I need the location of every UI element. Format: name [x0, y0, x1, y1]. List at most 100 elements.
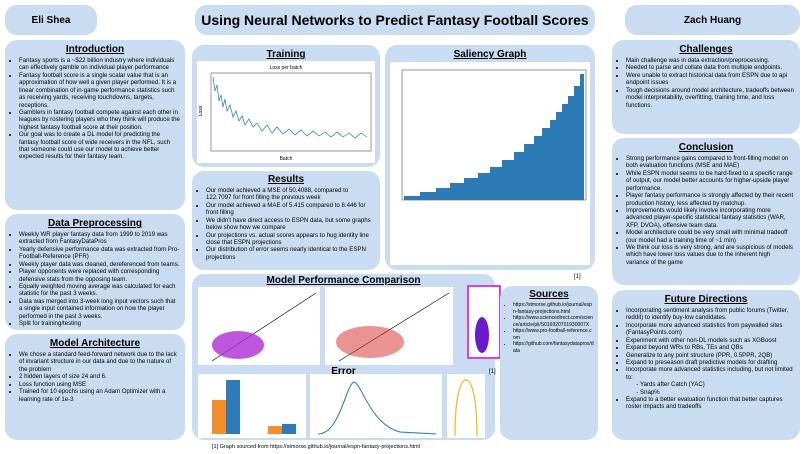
bullet: Expand beyond WRs to RBs, TEs and QBs: [626, 344, 795, 351]
front-fill-scatter: [325, 287, 453, 365]
reference: [1]: [574, 274, 581, 280]
bullet: Strong performance gains compared to fro…: [626, 155, 795, 170]
bullet: Incorporate more advanced statistics fro…: [626, 322, 795, 337]
bullet: https://stmorse.github.io/journal/espn-f…: [513, 302, 594, 315]
loss-plot: Loss per batch Batch Loss: [197, 61, 375, 163]
section-title: Model Architecture: [49, 338, 141, 349]
reference: [1]: [489, 369, 496, 375]
bullet-list: Weekly WR player fantasy data from 1999 …: [10, 231, 180, 327]
y-label: Loss: [198, 105, 204, 116]
bullet-list: Strong performance gains compared to fro…: [617, 155, 795, 266]
bullet: While ESPN model seems to be hard-fixed …: [626, 170, 795, 192]
bullet: Weekly player data was cleaned, derefere…: [19, 261, 180, 268]
bullet: We think our loss is very strong, and ar…: [626, 244, 795, 266]
error-bars: [198, 374, 306, 438]
saliency-plot: [390, 62, 590, 265]
bullet: Incorporating sentiment analysis from pu…: [626, 307, 795, 322]
saliency: Saliency Graph: [385, 45, 595, 270]
bar: [282, 424, 296, 434]
density: [317, 381, 437, 435]
bullet-list: Our model achieved a MSE of 50.4088, com…: [197, 187, 375, 261]
bullet: Model architecture could be very small w…: [626, 229, 795, 244]
author-right: Zach Huang: [625, 5, 800, 35]
bullet-list: We chose a standard feed-forward network…: [10, 351, 180, 403]
bullet: We chose a standard feed-forward network…: [19, 351, 180, 373]
section-title: Error: [331, 366, 356, 377]
conclusion: Conclusion Strong performance gains comp…: [612, 138, 800, 285]
plot-frame: [210, 72, 372, 152]
bullet: Generalize to any point structure (PPR, …: [626, 352, 795, 359]
section-title: Sources: [529, 289, 569, 300]
scatter-cloud: [475, 317, 489, 353]
section-title: Challenges: [679, 44, 733, 55]
future-directions: Future Directions Incorporating sentimen…: [612, 290, 800, 440]
poster-title: Using Neural Networks to Predict Fantasy…: [195, 5, 595, 35]
figures: Model Performance Comparison Error: [192, 274, 501, 440]
sources: Sources https://stmorse.github.io/journa…: [500, 286, 598, 440]
bullet-list: Incorporating sentiment analysis from pu…: [617, 307, 795, 411]
bullet: Yearly defensive performance data was ex…: [19, 246, 180, 261]
results: Results Our model achieved a MSE of 50.4…: [192, 171, 380, 270]
bullet: Expand to a better evaluation function t…: [626, 396, 795, 411]
bar: [268, 426, 282, 434]
training: Training Loss per batch Batch Loss: [192, 45, 380, 167]
section-title: Model Performance Comparison: [266, 275, 421, 286]
bullet-list: Fantasy sports is a ~$22 billion industr…: [10, 57, 180, 161]
x-label: Batch: [280, 156, 293, 162]
bullet: https://github.com/fantasydatapros/data: [513, 341, 594, 354]
bullet: Player opponents were replaced with corr…: [19, 268, 180, 283]
bullet: Fantasy sports is a ~$22 billion industr…: [19, 57, 180, 72]
bullet-list: https://stmorse.github.io/journal/espn-f…: [504, 302, 594, 354]
bullet: Our distribution of error seems nearly i…: [206, 246, 375, 261]
bullet-list: Main challenge was in data extraction/pr…: [617, 57, 795, 109]
espn-scatter: [467, 285, 501, 359]
challenges: Challenges Main challenge was in data ex…: [612, 40, 800, 134]
sub-list: Yards after Catch (YAC)Snap%: [626, 381, 795, 396]
bullet: Were unable to extract historical data f…: [626, 72, 795, 87]
bullet: Player fantasy performance is strongly a…: [626, 192, 795, 207]
bullet: Weekly WR player fantasy data from 1999 …: [19, 231, 180, 246]
bar: [212, 400, 226, 434]
bullet: Main challenge was in data extraction/pr…: [626, 57, 795, 64]
sub-bullet: Yards after Catch (YAC): [640, 381, 795, 388]
bullet: Our model achieved a MSE of 50.4088, com…: [206, 187, 375, 202]
error-distribution: [310, 374, 442, 438]
section-title: Saliency Graph: [453, 49, 527, 60]
bullet: Gamblers in fantasy football compete aga…: [19, 109, 180, 131]
bar: [226, 380, 240, 434]
bullet: https://www.pro-football-reference.com: [513, 328, 594, 341]
section-title: Conclusion: [678, 142, 734, 153]
bullet: Split for training/testing: [19, 320, 180, 327]
section-title: Future Directions: [664, 294, 748, 305]
introduction: Introduction Fantasy sports is a ~$22 bi…: [5, 40, 185, 210]
bullet: Experiment with other non-DL models such…: [626, 337, 795, 344]
plot-title: Loss per batch: [270, 65, 303, 71]
section-title: Training: [266, 49, 306, 60]
bullet: Needed to parse and collate data from mu…: [626, 64, 795, 71]
loss-curve: [212, 76, 368, 139]
data-preprocessing: Data Preprocessing Weekly WR player fant…: [5, 214, 185, 330]
scatter-cloud: [336, 326, 404, 358]
saliency-bars: [404, 74, 584, 200]
bullet: Our model achieved a MAE of 5.415 compar…: [206, 202, 375, 217]
section-title: Introduction: [65, 44, 125, 55]
bullet: Equally weighted moving average was calc…: [19, 283, 180, 298]
bullet: Loss function using MSE: [19, 381, 180, 388]
model-scatter: [198, 287, 320, 365]
bullet: Our goal was to create a DL model for pr…: [19, 131, 180, 161]
model-architecture: Model Architecture We chose a standard f…: [5, 334, 185, 440]
footnote: [1] Graph sourced from https://stmorse.g…: [212, 444, 420, 450]
error-box: [447, 374, 485, 438]
bullet: https://www.sciencedirect.com/science/ar…: [513, 315, 594, 328]
bullet: Expand to preseason draft predictive mod…: [626, 359, 795, 366]
section-title: Results: [267, 174, 305, 185]
bullet: Improvements would likely involve incorp…: [626, 207, 795, 229]
bullet: Fantasy football score is a single scala…: [19, 72, 180, 109]
bullet: Data was merged into 3-week long input v…: [19, 298, 180, 320]
bullet: Tough decisions around model architectur…: [626, 87, 795, 109]
bullet: Incorporate more advanced statistics inc…: [626, 366, 795, 396]
bullet: We didn't have direct access to ESPN dat…: [206, 217, 375, 232]
bullet: Trained for 10 epochs using an Adam Opti…: [19, 388, 180, 403]
bullet: 2 hidden layers of size 24 and 6.: [19, 373, 180, 380]
